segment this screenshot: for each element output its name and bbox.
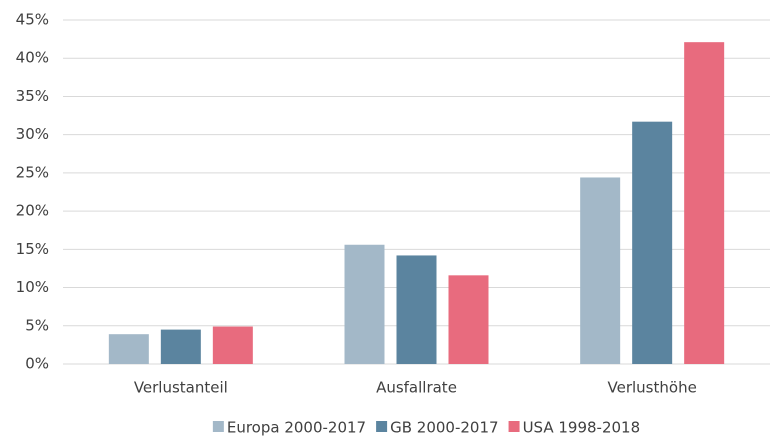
x-tick-label: Verlusthöhe (608, 379, 697, 397)
y-tick-label: 15% (16, 240, 49, 258)
legend-label: GB 2000-2017 (390, 419, 498, 437)
legend-label: Europa 2000-2017 (227, 419, 366, 437)
x-tick-label: Verlustanteil (134, 379, 228, 397)
bar (580, 177, 621, 364)
bar (632, 121, 673, 364)
y-tick-label: 0% (25, 355, 49, 373)
x-tick-label: Ausfallrate (376, 379, 457, 397)
y-tick-label: 40% (16, 49, 49, 67)
y-tick-label: 5% (25, 316, 49, 334)
bar (108, 334, 149, 364)
y-tick-label: 35% (16, 87, 49, 105)
bar (212, 326, 253, 364)
bar (160, 329, 201, 364)
y-tick-label: 10% (16, 278, 49, 296)
bar (448, 275, 489, 364)
legend-swatch (376, 421, 388, 432)
y-tick-label: 45% (16, 11, 49, 29)
bar (684, 42, 725, 365)
legend-label: USA 1998-2018 (523, 419, 641, 437)
y-tick-label: 30% (16, 125, 49, 143)
y-tick-label: 25% (16, 163, 49, 181)
legend-swatch (212, 421, 224, 432)
y-tick-label: 20% (16, 202, 49, 220)
legend-swatch (508, 421, 520, 432)
bar (344, 244, 385, 364)
bar (396, 255, 437, 364)
